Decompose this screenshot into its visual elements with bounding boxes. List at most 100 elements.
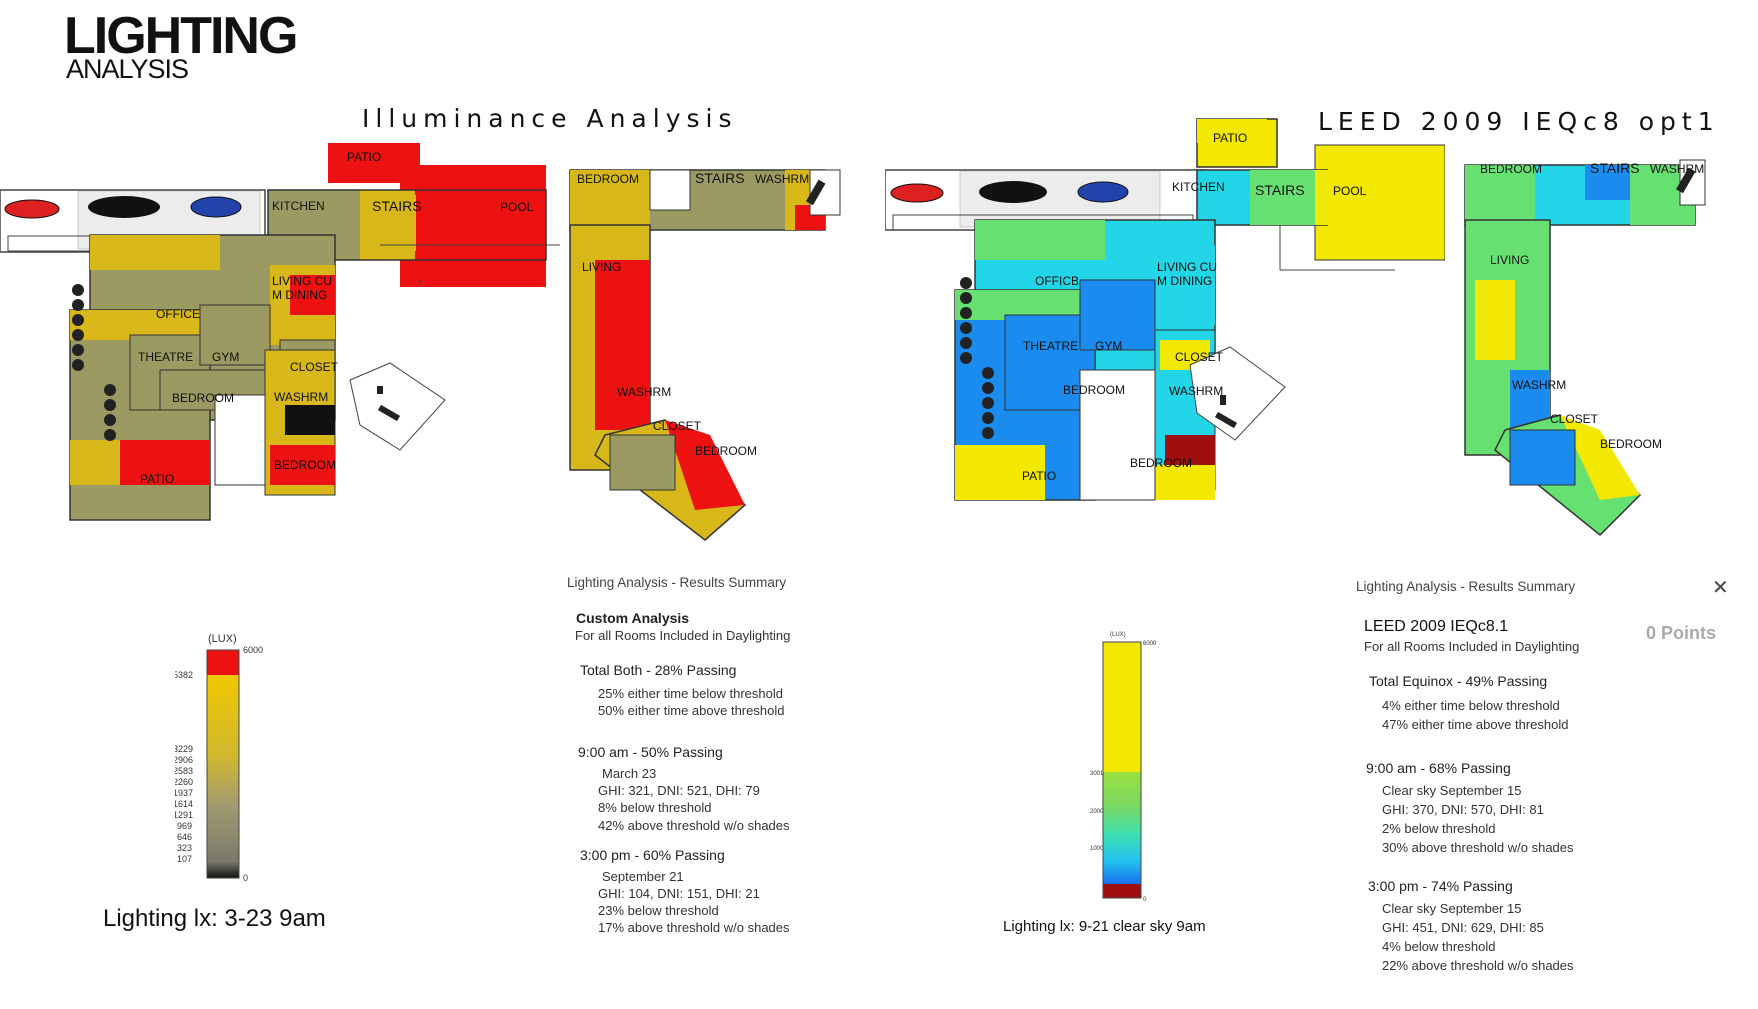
room-label: BEDROOM — [1600, 437, 1662, 451]
room-label: GYM — [212, 350, 239, 364]
result-line: GHI: 104, DNI: 151, DHI: 21 — [598, 886, 760, 901]
car-icon — [979, 181, 1047, 203]
analysis-name: LEED 2009 IEQc8.1 — [1364, 618, 1509, 635]
legend-unit: (LUX) — [1110, 632, 1126, 638]
result-line: 50% either time above threshold — [598, 703, 785, 718]
legend-tick: 3001 — [1090, 771, 1104, 777]
pm-result: 3:00 pm - 60% Passing — [580, 847, 725, 863]
room-label: OFFICE — [156, 307, 200, 321]
room-label: PATIO — [1213, 131, 1247, 145]
room-label: CLOSET — [653, 419, 702, 433]
legend-tick: 6000 — [1143, 641, 1157, 647]
room-label: CLOSET — [290, 360, 339, 374]
legend-unit: (LUX) — [208, 633, 237, 645]
analysis-scope: For all Rooms Included in Daylighting — [575, 628, 791, 643]
room-label: STAIRS — [372, 198, 422, 214]
analysis-name: Custom Analysis — [576, 610, 690, 626]
legend-tick: 2906 — [175, 755, 193, 765]
legend-tick: 5382 — [175, 670, 193, 680]
logo-title: LIGHTING — [64, 7, 298, 65]
room-label: LIVING CU — [272, 274, 332, 288]
logo-subtitle: ANALYSIS — [66, 54, 189, 84]
room-label: PATIO — [1022, 469, 1056, 483]
summary-heading: Lighting Analysis - Results Summary — [1356, 579, 1576, 594]
floorplan-left-wing: BEDROOM STAIRS WASHRM LIVING WASHRM CLOS… — [569, 169, 841, 541]
am-result: 9:00 am - 50% Passing — [578, 744, 723, 760]
room-label: POOL — [500, 200, 534, 214]
car-icon — [890, 183, 944, 203]
result-line: 8% below threshold — [598, 800, 712, 815]
car-icon — [1077, 181, 1129, 203]
room-label: KITCHEN — [1172, 180, 1225, 194]
room-label: BEDROOM — [1063, 383, 1125, 397]
am-result: 9:00 am - 68% Passing — [1366, 760, 1511, 776]
room-label: M DINING — [272, 288, 327, 302]
analysis-scope: For all Rooms Included in Daylighting — [1364, 639, 1580, 654]
close-icon[interactable]: ✕ — [1712, 577, 1729, 599]
result-line: March 23 — [602, 766, 657, 781]
caption-right: Lighting lx: 9-21 clear sky 9am — [1003, 918, 1206, 935]
legend-band-darkred — [1103, 884, 1141, 898]
room-label: CLOSET — [1175, 350, 1224, 364]
room-label: POOL — [1333, 184, 1367, 198]
result-line: 47% either time above threshold — [1382, 717, 1569, 732]
legend-tick: 2260 — [175, 777, 193, 787]
room-label: LIVING — [1490, 253, 1529, 267]
legend-band-yellow — [1103, 642, 1141, 772]
legend-tick: 969 — [177, 821, 192, 831]
room-label: WASHRM — [617, 385, 671, 399]
legend-tick: 1614 — [175, 799, 193, 809]
room-label: BEDROOM — [172, 391, 234, 405]
total-result: Total Both - 28% Passing — [580, 662, 737, 678]
room-label: STAIRS — [1255, 182, 1305, 198]
legend-left: (LUX) 6000 5382 3229 2906 2583 2260 1937… — [175, 633, 263, 883]
room-label: OFFICB — [1035, 274, 1079, 288]
result-line: 23% below threshold — [598, 903, 719, 918]
legend-tick: 2583 — [175, 766, 193, 776]
room-label: WASHRM — [1169, 384, 1223, 398]
room-label: M DINING — [1157, 274, 1212, 288]
total-result: Total Equinox - 49% Passing — [1369, 673, 1548, 689]
room-label: STAIRS — [695, 170, 745, 186]
result-line: 30% above threshold w/o shades — [1382, 840, 1574, 855]
result-line: 42% above threshold w/o shades — [598, 818, 790, 833]
legend-tick: 1937 — [175, 788, 193, 798]
car-icon — [4, 199, 60, 219]
room-label: BEDROOM — [695, 444, 757, 458]
legend-tick: 0 — [243, 873, 248, 883]
room-label: WASHRM — [755, 172, 809, 186]
room-label: WASHRM — [1650, 162, 1704, 176]
legend-tick: 323 — [177, 843, 192, 853]
summary-heading: Lighting Analysis - Results Summary — [567, 575, 787, 590]
room-label: WASHRM — [274, 390, 328, 404]
legend-tick: 1000 — [1090, 846, 1104, 852]
room-label: CLOSET — [1550, 412, 1599, 426]
room-label: THEATRE — [1023, 339, 1078, 353]
floorplan-right-main: PATIO KITCHEN STAIRS POOL LIVING CU M DI… — [885, 118, 1445, 501]
legend-gradient — [1103, 772, 1141, 884]
result-line: GHI: 451, DNI: 629, DHI: 85 — [1382, 920, 1544, 935]
room-label: BEDROOM — [577, 172, 639, 186]
room-label: THEATRE — [138, 350, 193, 364]
points-badge: 0 Points — [1646, 623, 1717, 643]
room-label: LIVING CU — [1157, 260, 1217, 274]
pm-result: 3:00 pm - 74% Passing — [1368, 878, 1513, 894]
legend-tick: 0 — [1143, 897, 1147, 903]
result-line: GHI: 321, DNI: 521, DHI: 79 — [598, 783, 760, 798]
result-line: 25% either time below threshold — [598, 686, 783, 701]
summary-right: Lighting Analysis - Results Summary ✕ LE… — [1356, 577, 1746, 999]
legend-tick: 6000 — [243, 645, 263, 655]
result-line: 4% either time below threshold — [1382, 698, 1560, 713]
floorplan-right-wing: BEDROOM STAIRS WASHRM LIVING WASHRM CLOS… — [1464, 159, 1706, 537]
legend-tick: 646 — [177, 832, 192, 842]
room-label: STAIRS — [1590, 160, 1640, 176]
room-label: LIVING — [582, 260, 621, 274]
car-icon — [190, 196, 242, 218]
room-label: BEDROOM — [1480, 162, 1542, 176]
legend-gradient — [207, 675, 239, 878]
room-label: KITCHEN — [272, 199, 325, 213]
result-line: 2% below threshold — [1382, 821, 1496, 836]
result-line: 17% above threshold w/o shades — [598, 920, 790, 935]
car-icon — [88, 196, 160, 218]
room-label: WASHRM — [1512, 378, 1566, 392]
